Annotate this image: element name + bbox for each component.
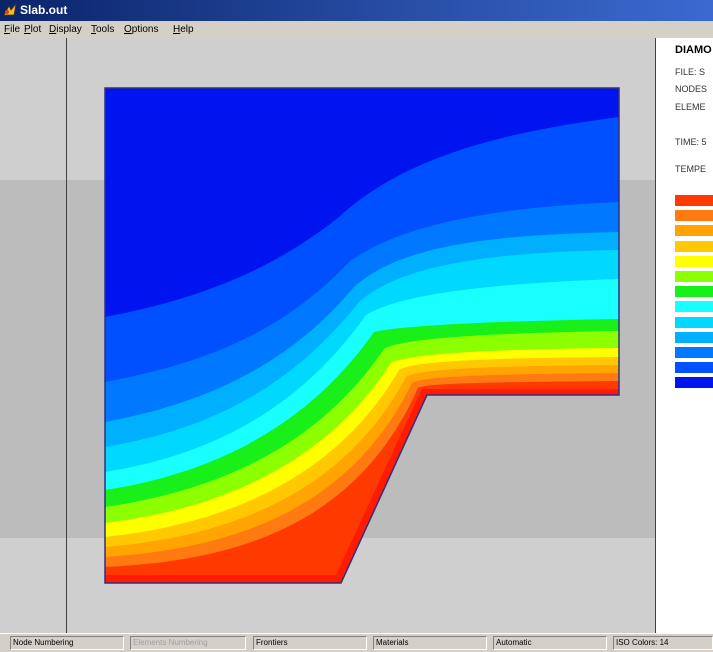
legend-title: DIAMO: [675, 44, 712, 56]
legend-swatch: [675, 271, 713, 282]
legend-swatch: [675, 362, 713, 374]
menu-plot[interactable]: Plot: [24, 24, 42, 35]
legend-elements: ELEME: [675, 102, 706, 112]
legend-time: TIME: 5: [675, 137, 707, 147]
legend-swatch: [675, 240, 713, 252]
legend-swatch: [675, 255, 713, 267]
menu-bar: File Plot Display Tools Options Help: [0, 21, 713, 38]
app-icon: [3, 3, 17, 16]
menu-tools[interactable]: Tools: [91, 24, 115, 35]
status-automatic[interactable]: Automatic: [493, 636, 607, 650]
temperature-contour-plot: [104, 87, 620, 584]
menu-display[interactable]: Display: [49, 24, 82, 35]
status-node-numbering[interactable]: Node Numbering: [10, 636, 124, 650]
title-bar: Slab.out: [0, 0, 713, 21]
menu-file[interactable]: File: [4, 24, 21, 35]
status-iso-colors[interactable]: ISO Colors: 14: [613, 636, 713, 650]
menu-plot-rest: lot: [30, 24, 42, 35]
legend-file: FILE: S: [675, 67, 706, 77]
menu-options[interactable]: Options: [124, 24, 159, 35]
status-materials[interactable]: Materials: [373, 636, 487, 650]
menu-file-rest: ile: [10, 24, 21, 35]
status-bar: Node Numbering Elements Numbering Fronti…: [0, 633, 713, 652]
legend-swatch: [675, 331, 713, 343]
legend-swatch: [675, 195, 713, 206]
legend-swatch: [675, 316, 713, 328]
plot-canvas[interactable]: [66, 38, 656, 633]
menu-tools-rest: ools: [96, 24, 115, 35]
legend-swatch: [675, 286, 713, 298]
legend-swatch: [675, 210, 713, 222]
legend-swatch: [675, 347, 713, 358]
menu-help-rest: elp: [180, 24, 194, 35]
window-title: Slab.out: [20, 3, 68, 17]
legend-swatch: [675, 225, 713, 237]
legend-nodes: NODES: [675, 84, 708, 94]
menu-options-rest: ptions: [131, 24, 159, 35]
legend-temperature: TEMPE: [675, 164, 707, 174]
status-elements-numbering[interactable]: Elements Numbering: [130, 636, 246, 650]
legend-swatch: [675, 377, 713, 389]
legend-swatch: [675, 301, 713, 313]
menu-help[interactable]: Help: [173, 24, 194, 35]
menu-display-rest: isplay: [56, 24, 82, 35]
status-frontiers[interactable]: Frontiers: [253, 636, 367, 650]
